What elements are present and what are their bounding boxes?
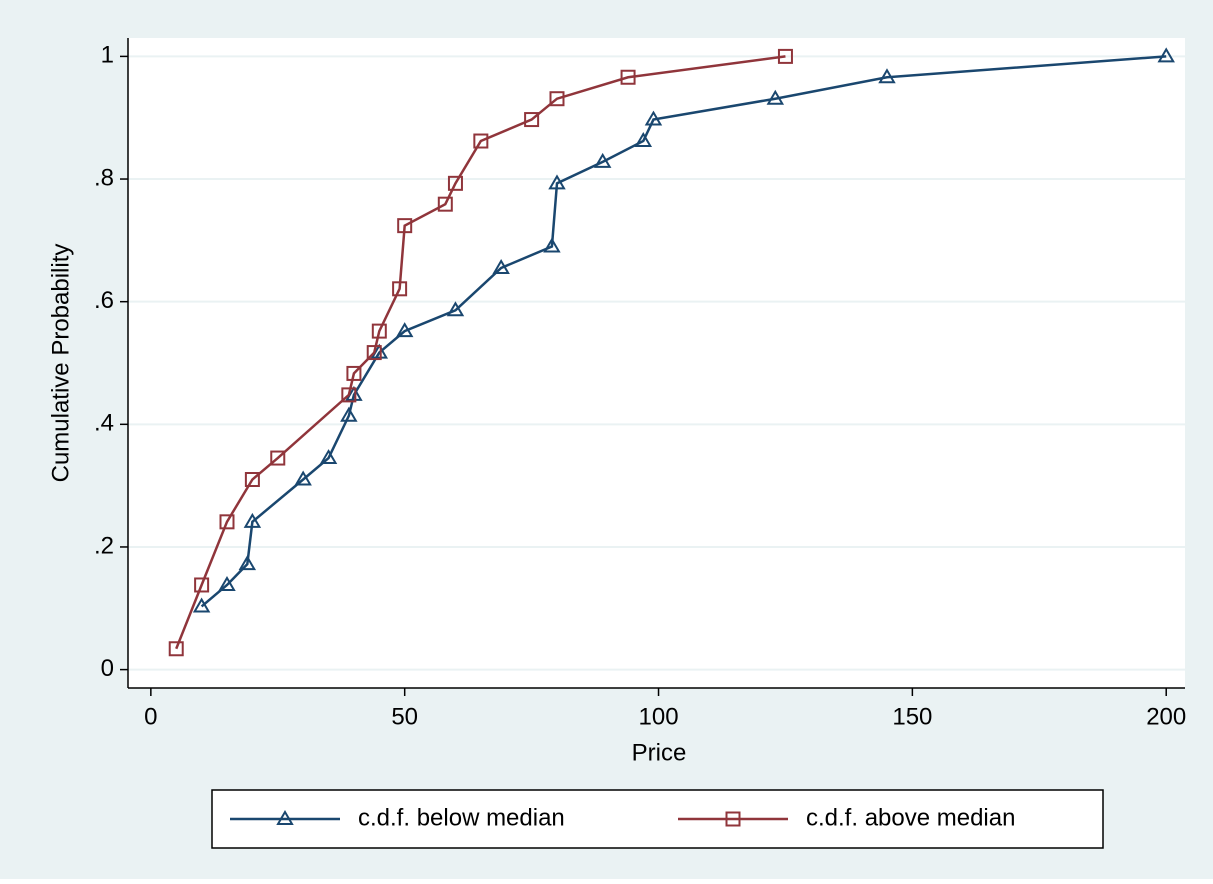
- marker: [270, 450, 286, 466]
- marker: [593, 152, 612, 168]
- marker: [725, 811, 741, 827]
- marker: [346, 365, 362, 381]
- y-tick-label: 0: [101, 655, 114, 682]
- series-line: [200, 55, 1167, 608]
- marker: [777, 48, 793, 64]
- marker: [294, 470, 312, 486]
- plot-area: [128, 38, 1185, 688]
- marker: [370, 343, 389, 359]
- marker: [341, 387, 357, 403]
- x-tick-label: 50: [391, 703, 418, 730]
- y-tick-label: .4: [94, 410, 114, 437]
- marker: [168, 641, 184, 657]
- marker: [371, 323, 387, 339]
- marker: [340, 406, 358, 422]
- y-tick-label: 1: [101, 42, 114, 69]
- marker: [766, 89, 785, 105]
- legend: [211, 789, 1104, 849]
- marker: [524, 112, 540, 128]
- marker: [194, 577, 210, 593]
- marker: [644, 110, 663, 126]
- marker: [446, 301, 465, 317]
- legend-label: c.d.f. below median: [358, 804, 565, 831]
- y-tick-label: .6: [94, 287, 114, 314]
- marker: [492, 258, 510, 274]
- marker: [1157, 47, 1175, 63]
- marker: [473, 133, 489, 149]
- marker: [548, 174, 566, 190]
- marker: [192, 597, 211, 613]
- marker: [543, 237, 561, 253]
- legend-label: c.d.f. above median: [806, 804, 1015, 831]
- marker: [218, 575, 236, 591]
- y-tick-label: .2: [94, 532, 114, 559]
- marker: [437, 196, 453, 212]
- marker: [219, 514, 235, 530]
- marker: [447, 175, 463, 191]
- marker: [319, 449, 338, 465]
- marker: [878, 68, 896, 84]
- marker: [238, 555, 257, 571]
- y-axis-title: Cumulative Probability: [47, 244, 74, 483]
- marker: [395, 322, 414, 338]
- marker: [620, 69, 636, 85]
- marker: [366, 345, 382, 361]
- x-tick-label: 200: [1146, 703, 1186, 730]
- marker: [276, 810, 294, 825]
- y-tick-label: .8: [94, 164, 114, 191]
- marker: [244, 472, 260, 488]
- x-tick-label: 100: [639, 703, 679, 730]
- marker: [549, 91, 565, 107]
- x-tick-label: 150: [892, 703, 932, 730]
- marker: [634, 132, 653, 148]
- marker: [397, 218, 413, 234]
- marker: [392, 281, 408, 297]
- x-tick-label: 0: [144, 703, 157, 730]
- marker: [243, 512, 262, 528]
- x-axis-title: Price: [632, 739, 687, 766]
- marker: [345, 385, 363, 401]
